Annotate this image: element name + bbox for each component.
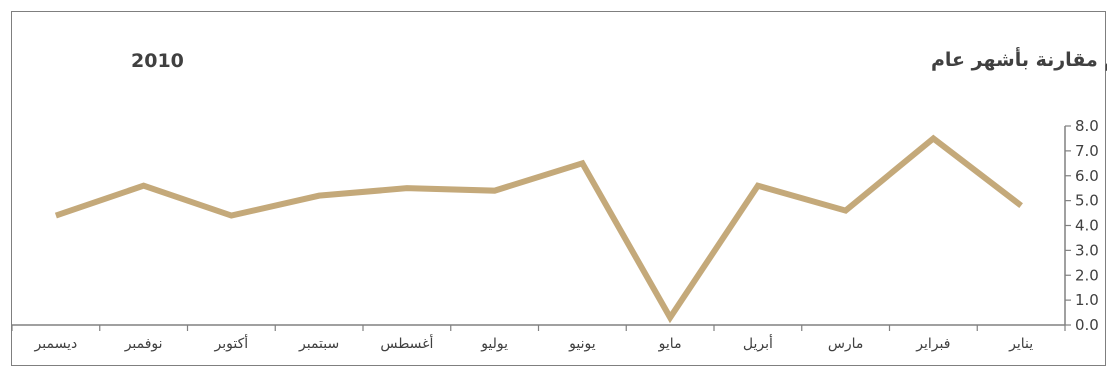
- x-category-label: مايو: [658, 336, 682, 352]
- y-tick-label: 0.0: [1075, 316, 1099, 334]
- x-category-label: سبتمبر: [298, 336, 339, 352]
- x-category-label: أغسطس: [380, 334, 433, 352]
- chart-frame: الشكل( 5 )التغير في أسعار الخشب خلال أشه…: [11, 11, 1107, 366]
- data-point: [843, 208, 849, 214]
- chart-title-line2: 2010: [131, 50, 184, 72]
- x-category-label: أبريل: [743, 334, 773, 352]
- y-tick-label: 3.0: [1075, 241, 1099, 259]
- label-layer: 0.0 1.0 2.0 3.0 4.0 5.0 6.0 7.0 8.0 يناير فبراير ما…: [34, 117, 1099, 352]
- data-point: [404, 185, 410, 191]
- data-point: [316, 193, 322, 199]
- y-tick-label: 4.0: [1075, 217, 1099, 235]
- y-tick-label: 2.0: [1075, 266, 1099, 284]
- x-category-label: يوليو: [480, 336, 508, 352]
- y-tick-label: 6.0: [1075, 167, 1099, 185]
- data-point: [667, 315, 673, 321]
- y-tick-label: 8.0: [1075, 117, 1099, 135]
- data-point: [141, 183, 147, 189]
- data-point: [53, 213, 59, 219]
- x-category-label: يناير: [1008, 336, 1033, 352]
- data-point: [492, 188, 498, 194]
- data-point: [1018, 203, 1024, 209]
- chart-title-line1: الشكل( 5 )التغير في أسعار الخشب خلال أشه…: [931, 47, 1107, 71]
- data-point: [228, 213, 234, 219]
- y-tick-label: 5.0: [1075, 192, 1099, 210]
- x-category-label: أكتوبر: [214, 334, 249, 352]
- series-line: [54, 134, 1023, 324]
- y-tick-label: 1.0: [1075, 291, 1099, 309]
- line-chart: الشكل( 5 )التغير في أسعار الخشب خلال أشه…: [12, 47, 1107, 352]
- y-tick-label: 7.0: [1075, 142, 1099, 160]
- axis-layer: [12, 125, 1071, 331]
- x-category-label: نوفمبر: [124, 336, 163, 352]
- data-point: [930, 135, 936, 141]
- data-point: [755, 183, 761, 189]
- data-point: [579, 160, 585, 166]
- x-category-label: مارس: [828, 336, 864, 352]
- x-category-label: ديسمبر: [34, 336, 78, 352]
- x-category-label: فبراير: [915, 336, 950, 352]
- series-layer: [53, 134, 1024, 324]
- x-category-label: يونيو: [568, 336, 596, 352]
